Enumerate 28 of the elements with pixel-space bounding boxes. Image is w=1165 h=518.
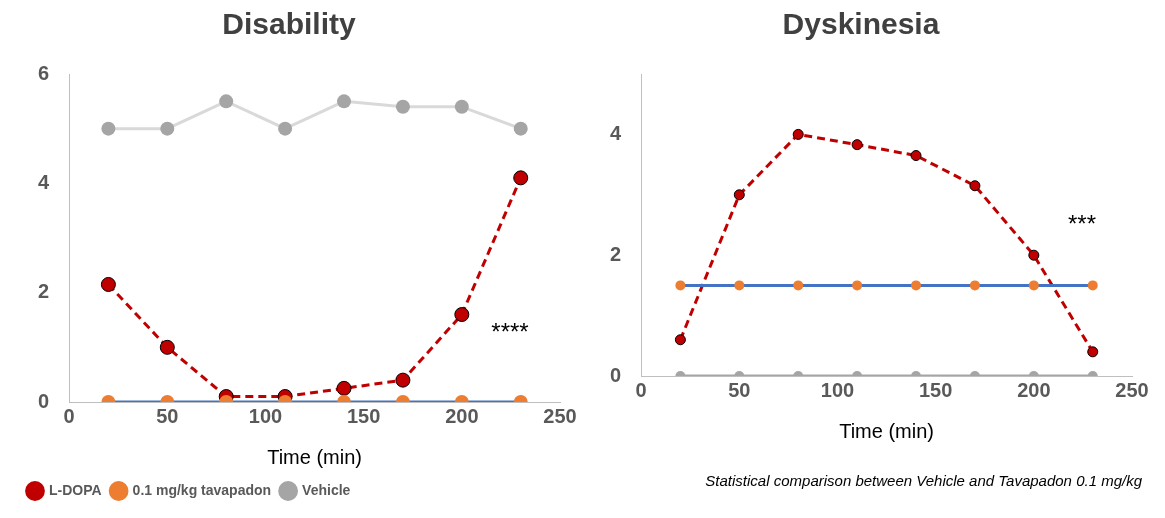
y-tick-label: 2 xyxy=(38,280,50,303)
y-tick-label: 2 xyxy=(610,242,622,265)
x-tick-label: 50 xyxy=(728,378,751,401)
chart-title: Dyskinesia xyxy=(782,7,940,41)
x-tick-label: 200 xyxy=(445,404,479,427)
x-tick-label: 250 xyxy=(543,404,577,427)
x-axis-title: Time (min) xyxy=(267,445,362,468)
legend-label: Vehicle xyxy=(302,481,351,498)
annotation: **** xyxy=(491,317,529,345)
y-tick-label: 4 xyxy=(610,121,622,144)
x-tick-label: 50 xyxy=(156,404,179,427)
x-tick-label: 0 xyxy=(635,378,647,401)
y-tick-label: 0 xyxy=(610,363,622,386)
legend-label: L-DOPA xyxy=(49,481,102,498)
x-tick-label: 0 xyxy=(63,404,75,427)
x-tick-label: 250 xyxy=(1115,378,1149,401)
y-tick-label: 6 xyxy=(38,61,50,84)
text: Statistical comparison between Vehicle and Tavapadon 0.1 mg/kg xyxy=(704,472,1143,489)
y-tick-label: 4 xyxy=(38,170,50,193)
x-tick-label: 100 xyxy=(820,378,855,401)
x-tick-label: 150 xyxy=(346,404,381,427)
x-tick-label: 200 xyxy=(1017,378,1051,401)
annotation: *** xyxy=(1067,209,1097,237)
x-tick-label: 100 xyxy=(248,404,283,427)
chart-title: Disability xyxy=(222,7,356,41)
legend-label: 0.1 mg/kg tavapadon xyxy=(132,481,272,498)
x-axis-title: Time (min) xyxy=(839,419,934,442)
x-tick-label: 150 xyxy=(918,378,953,401)
